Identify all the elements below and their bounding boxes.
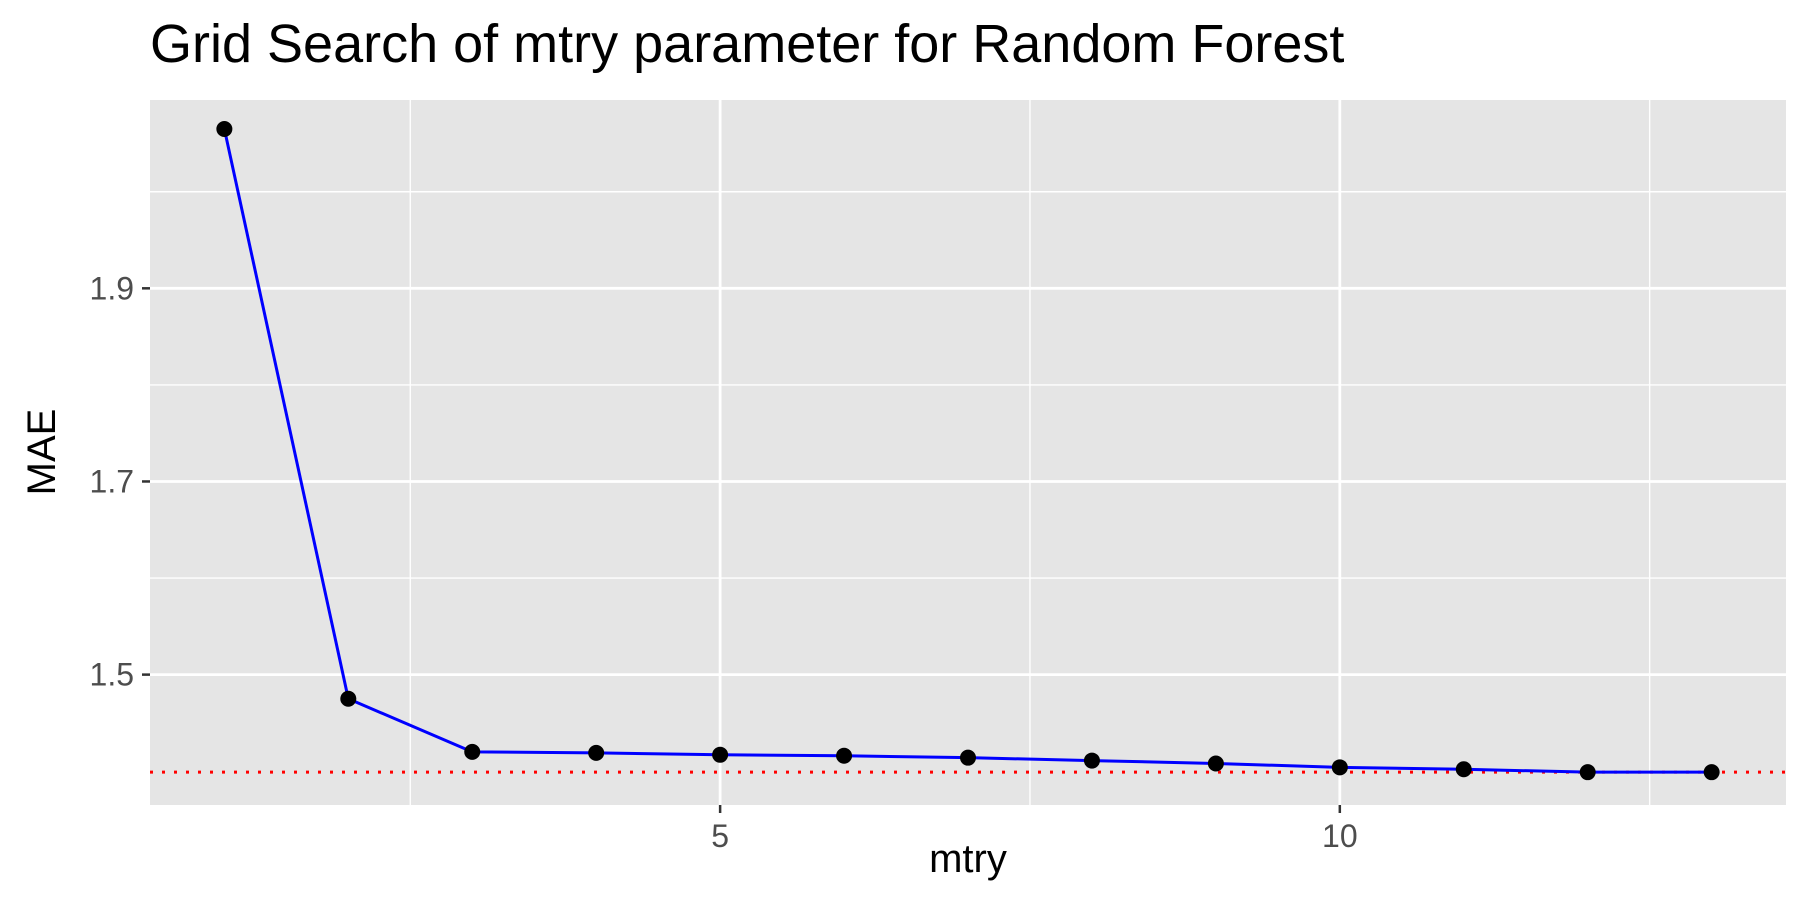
data-point xyxy=(340,690,357,707)
x-tick-label: 5 xyxy=(711,818,729,854)
data-point xyxy=(1207,755,1224,772)
plot-panel xyxy=(150,100,1786,805)
data-point xyxy=(1331,759,1348,776)
data-point xyxy=(836,747,853,764)
data-point xyxy=(1455,761,1472,778)
x-axis-label: mtry xyxy=(929,837,1007,881)
y-axis-label: MAE xyxy=(20,409,64,496)
data-point xyxy=(464,743,481,760)
data-point xyxy=(960,749,976,766)
data-point xyxy=(712,746,729,763)
data-point xyxy=(1703,764,1720,781)
major-gridlines xyxy=(150,100,1786,805)
data-point xyxy=(588,744,605,761)
data-point xyxy=(216,120,233,137)
y-tick-label: 1.7 xyxy=(90,463,134,499)
x-axis: 5 10 xyxy=(711,805,1358,854)
series-points-layer xyxy=(216,120,1720,781)
chart-title: Grid Search of mtry parameter for Random… xyxy=(150,14,1344,74)
data-point xyxy=(1083,752,1100,769)
minor-gridlines xyxy=(150,100,1786,805)
y-tick-label: 1.9 xyxy=(90,270,134,306)
y-axis: 1.5 1.7 1.9 xyxy=(90,270,150,693)
data-point xyxy=(1579,764,1596,781)
y-tick-label: 1.5 xyxy=(90,657,134,693)
x-tick-label: 10 xyxy=(1322,818,1358,854)
